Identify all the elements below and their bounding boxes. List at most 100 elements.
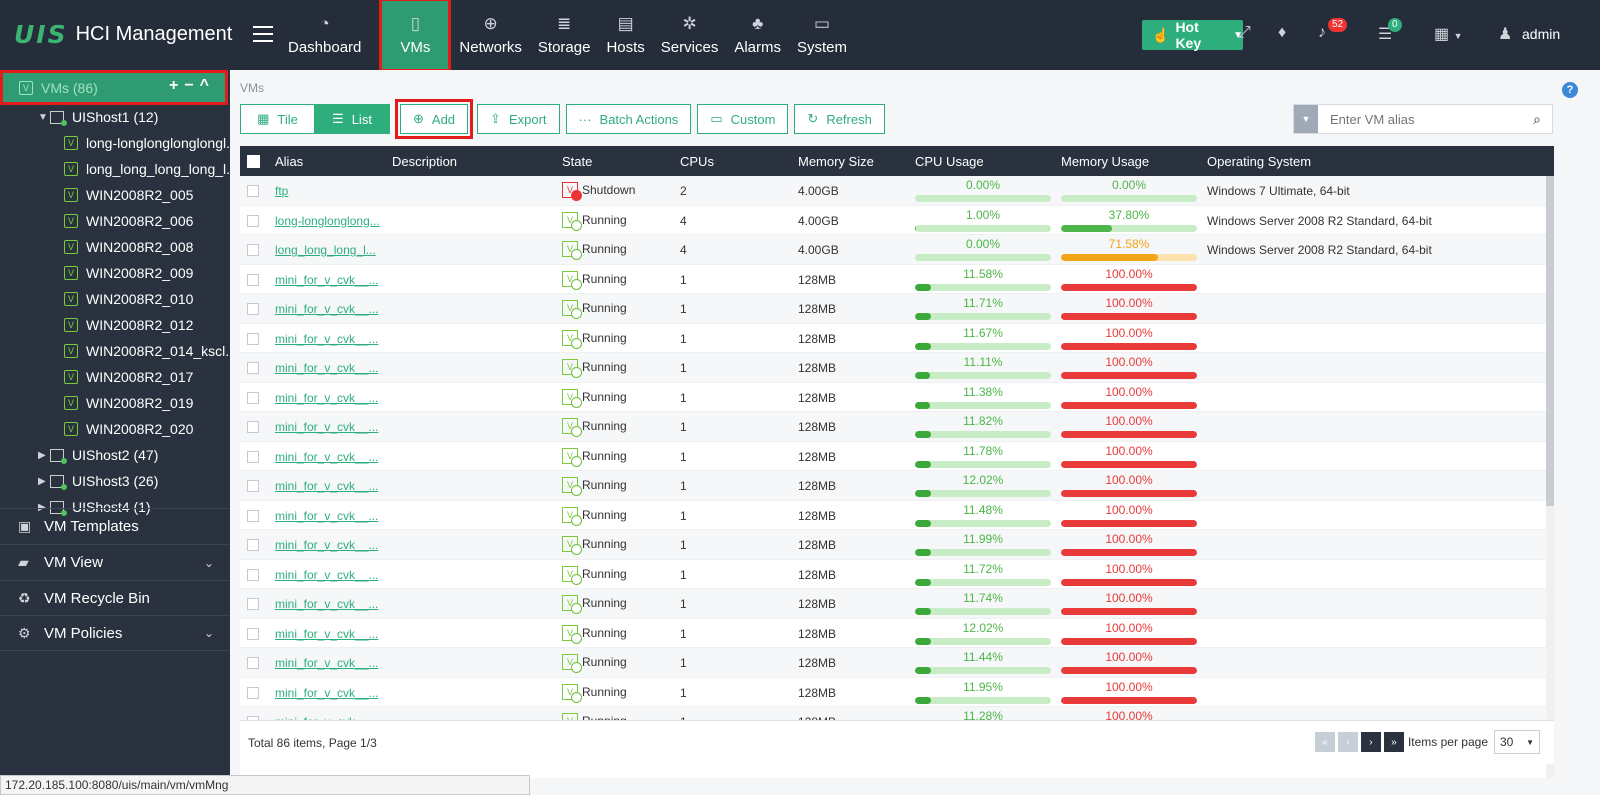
row-checkbox[interactable] — [247, 421, 259, 433]
collapse-arrow-icon[interactable]: ▶ — [38, 501, 46, 513]
row-checkbox[interactable] — [247, 657, 259, 669]
search-icon[interactable]: ⌕ — [1533, 110, 1541, 127]
hotkey-button[interactable]: ☝ Hot Key ▼ — [1142, 19, 1243, 51]
nav-dashboard[interactable]: ◔ Dashboard — [288, 0, 361, 70]
table-row[interactable]: mini_for_v_cvk__... V Running 1 128MB 11.82% 1… — [240, 412, 1554, 442]
collapse-icon[interactable]: ^ — [199, 77, 215, 94]
row-checkbox[interactable] — [247, 539, 259, 551]
vm-alias-link[interactable]: long-longlonglong... — [275, 213, 380, 228]
vm-alias-link[interactable]: mini_for_v_cvk__... — [275, 361, 379, 375]
nav-vms[interactable]: ▯ VMs — [379, 0, 452, 76]
nav-storage[interactable]: ≣ Storage — [538, 0, 591, 70]
tree-host[interactable]: ▶ UIShost4 (1) — [0, 494, 230, 520]
table-row[interactable]: mini_for_v_cvk__... V Running 1 128MB 11.58% 1… — [240, 265, 1554, 294]
row-checkbox[interactable] — [247, 391, 259, 404]
table-row[interactable]: long-longlonglong... V Running 4 4.00GB 1.00%… — [240, 206, 1554, 235]
table-row[interactable]: mini_for_v_cvk__... V Running 1 128MB 11.38% 1… — [240, 383, 1554, 412]
column-header[interactable]: Operating System — [1207, 153, 1312, 169]
remove-icon[interactable]: − — [184, 77, 200, 94]
column-header[interactable]: CPUs — [680, 153, 714, 169]
row-checkbox[interactable] — [247, 214, 259, 227]
add-icon[interactable]: + — [168, 77, 185, 94]
table-row[interactable]: mini_for_v_cvk__... V Running 1 128MB 11.11% 1… — [240, 353, 1554, 383]
vm-tree-header[interactable]: V VMs (86) +−^ — [0, 70, 228, 105]
list-view-button[interactable]: ☰ List — [314, 104, 390, 134]
last-page-button[interactable]: » — [1383, 732, 1404, 752]
task-list-icon[interactable]: ☰ 0 — [1378, 18, 1402, 44]
vm-alias-link[interactable]: ftp — [275, 184, 289, 198]
search-input[interactable] — [1318, 105, 1522, 133]
help-icon[interactable]: ? — [1562, 82, 1578, 98]
fullscreen-icon[interactable]: ⤢ — [1238, 24, 1251, 41]
batch-actions-button[interactable]: ··· Batch Actions — [565, 104, 692, 134]
table-row[interactable]: long_long_long_l... V Running 4 4.00GB 0.00% 7… — [240, 235, 1554, 265]
select-all-checkbox[interactable] — [247, 155, 260, 168]
table-row[interactable]: mini_for_v_cvk__... V Running 1 128MB 12.02% 1… — [240, 619, 1554, 648]
collapse-arrow-icon[interactable]: ▶ — [38, 449, 46, 461]
row-checkbox[interactable] — [247, 303, 259, 315]
app-logo[interactable]: UIS HCI Management — [14, 20, 232, 49]
table-row[interactable]: mini_for_v_cvk__... V Running 1 128MB 11.71% 1… — [240, 294, 1554, 324]
tree-vm[interactable]: V WIN2008R2_019 — [0, 390, 230, 416]
column-header[interactable]: Alias — [275, 153, 304, 169]
row-checkbox[interactable] — [247, 450, 259, 463]
add-vm-button[interactable]: ⊕ Add — [394, 99, 474, 139]
nav-networks[interactable]: ⊕ Networks — [459, 0, 522, 70]
chevron-down-icon[interactable]: ⌄ — [203, 555, 214, 570]
tree-vm[interactable]: V WIN2008R2_005 — [0, 182, 230, 208]
sidebar-vm-policies[interactable]: ⚙ VM Policies ⌄ — [0, 615, 230, 651]
table-row[interactable]: ftp V Shutdown 2 4.00GB 0.00% 0.00% Windows 7 U… — [240, 176, 1554, 206]
vm-alias-link[interactable]: mini_for_v_cvk__... — [275, 656, 379, 670]
table-row[interactable]: mini_for_v_cvk__... V Running 1 128MB 11.44% 1… — [240, 648, 1554, 678]
row-checkbox[interactable] — [247, 686, 259, 699]
row-checkbox[interactable] — [247, 598, 259, 610]
column-header[interactable]: Description — [392, 153, 458, 169]
tile-view-button[interactable]: ▦ Tile — [240, 104, 314, 134]
sidebar-vm-recycle-bin[interactable]: ♻ VM Recycle Bin — [0, 580, 230, 616]
tree-vm[interactable]: V WIN2008R2_008 — [0, 234, 230, 260]
nav-services[interactable]: ✲ Services — [661, 0, 719, 70]
nav-hosts[interactable]: ▤ Hosts — [606, 0, 644, 70]
vm-alias-link[interactable]: mini_for_v_cvk__... — [275, 390, 379, 405]
nav-alarms[interactable]: ♣ Alarms — [734, 0, 781, 70]
sidebar-vm-templates[interactable]: ▣ VM Templates — [0, 508, 230, 544]
table-row[interactable]: mini_for_v_cvk__... V Running 1 128MB 11.74% 1… — [240, 589, 1554, 619]
sidebar-vm-view[interactable]: ▰ VM View ⌄ — [0, 544, 230, 580]
next-page-button[interactable]: › — [1360, 732, 1381, 752]
table-row[interactable]: mini_for_v_cvk__... V Running 1 128MB 11.95% 1… — [240, 678, 1554, 707]
tree-vm[interactable]: V WIN2008R2_009 — [0, 260, 230, 286]
vm-alias-link[interactable]: mini_for_v_cvk__... — [275, 449, 379, 464]
chevron-down-icon[interactable]: ⌄ — [203, 626, 214, 640]
tree-vm[interactable]: V WIN2008R2_010 — [0, 286, 230, 312]
table-row[interactable]: mini_for_v_cvk__... V Running 1 128MB 12.02% 1… — [240, 471, 1554, 501]
vm-alias-link[interactable]: mini_for_v_cvk__... — [275, 538, 379, 552]
refresh-button[interactable]: ↻ Refresh — [794, 104, 885, 134]
export-button[interactable]: ⇪ Export — [477, 104, 560, 134]
user-menu[interactable]: admin — [1522, 26, 1561, 42]
vm-alias-link[interactable]: mini_for_v_cvk__... — [275, 508, 379, 523]
vm-alias-link[interactable]: mini_for_v_cvk__... — [275, 302, 379, 316]
vm-alias-link[interactable]: mini_for_v_cvk__... — [275, 685, 379, 700]
column-header[interactable]: State — [562, 153, 593, 169]
vm-alias-link[interactable]: mini_for_v_cvk__... — [275, 597, 379, 611]
prev-page-button[interactable]: ‹ — [1337, 732, 1358, 752]
table-row[interactable]: mini_for_v_cvk__... V Running 1 128MB 11.99% 1… — [240, 530, 1554, 560]
table-row[interactable]: mini_for_v_cvk__... V Running 1 128MB 11.48% 1… — [240, 501, 1554, 530]
custom-button[interactable]: ▭ Custom — [697, 104, 789, 134]
vm-alias-link[interactable]: mini_for_v_cvk__... — [275, 626, 379, 641]
row-checkbox[interactable] — [247, 332, 259, 345]
row-checkbox[interactable] — [247, 185, 259, 197]
vm-alias-link[interactable]: mini_for_v_cvk__... — [275, 420, 379, 434]
column-header[interactable]: Memory Size — [798, 153, 874, 169]
calendar-icon[interactable]: ▦ ▼ — [1434, 26, 1463, 43]
first-page-button[interactable]: « — [1314, 732, 1335, 752]
row-checkbox[interactable] — [247, 273, 259, 286]
tree-host[interactable]: ▼ UIShost1 (12) — [0, 104, 230, 130]
vm-alias-link[interactable]: mini_for_v_cvk__... — [275, 479, 379, 493]
tree-vm[interactable]: V WIN2008R2_006 — [0, 208, 230, 234]
tree-vm[interactable]: V WIN2008R2_017 — [0, 364, 230, 390]
collapse-arrow-icon[interactable]: ▶ — [38, 475, 46, 487]
column-header[interactable]: CPU Usage — [915, 153, 984, 169]
tree-host[interactable]: ▶ UIShost3 (26) — [0, 468, 230, 494]
